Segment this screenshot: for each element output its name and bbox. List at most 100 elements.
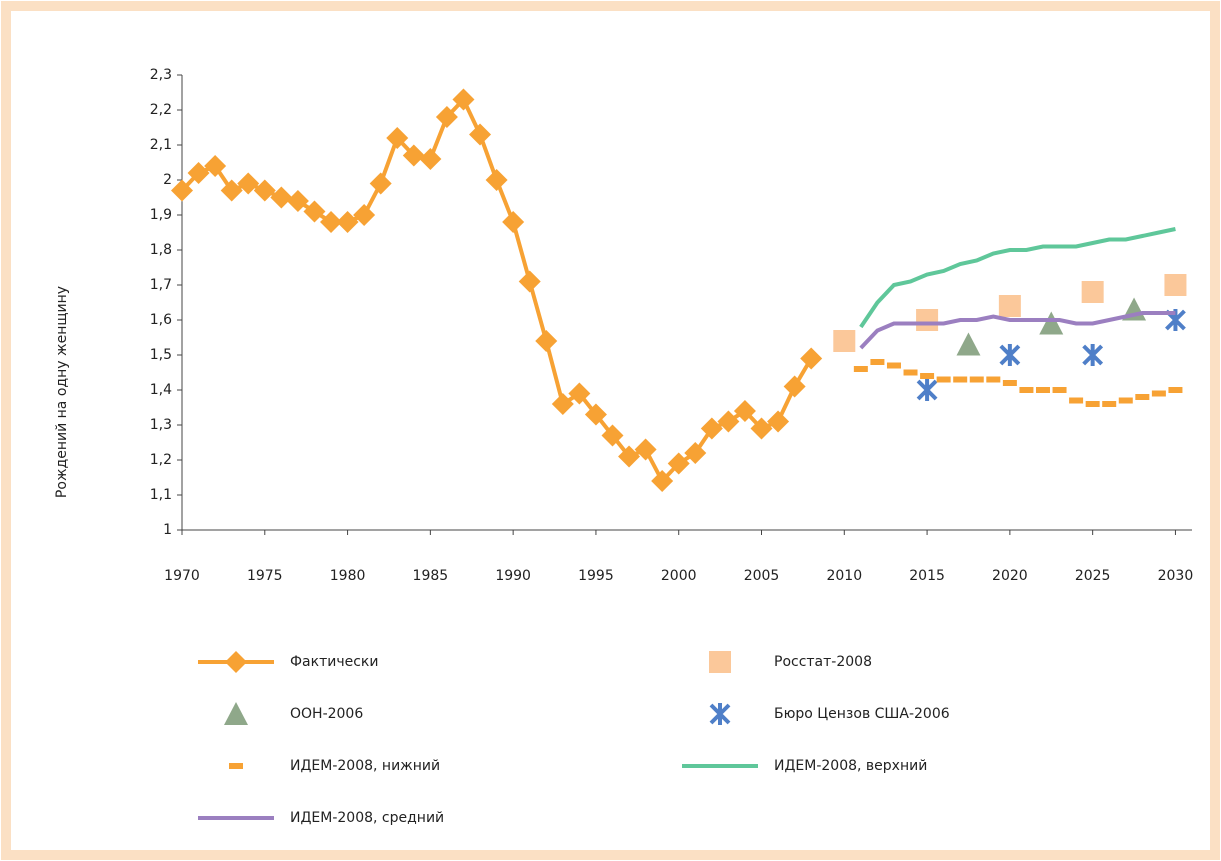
- x-tick-label: 1990: [495, 568, 531, 584]
- y-tick-label: 2,2: [150, 102, 172, 118]
- y-tick-label: 1,1: [150, 487, 172, 503]
- legend-label: ИДЕМ-2008, верхний: [774, 758, 927, 774]
- diamond-marker: [634, 438, 657, 461]
- dash-marker: [886, 362, 901, 369]
- diamond-marker: [220, 179, 243, 202]
- diamond-marker: [402, 144, 425, 167]
- diamond-marker: [253, 179, 276, 202]
- diamond-marker: [270, 186, 293, 209]
- dash-marker: [1019, 387, 1034, 393]
- diamond-marker: [601, 424, 624, 447]
- diamond-marker: [320, 211, 343, 233]
- diamond-marker: [584, 403, 607, 426]
- x-tick-label: 2025: [1075, 568, 1111, 584]
- legend-label: Фактически: [290, 654, 378, 670]
- diamond-marker: [435, 106, 458, 128]
- diamond-marker: [535, 330, 558, 352]
- dash-marker: [1168, 387, 1183, 393]
- star-marker: [1082, 344, 1104, 366]
- diamond-marker: [667, 452, 690, 475]
- y-tick-label: 1,8: [150, 242, 172, 258]
- star-marker: [709, 703, 731, 725]
- diamond-marker: [187, 162, 210, 184]
- diamond-marker: [651, 470, 674, 492]
- diamond-marker: [386, 127, 409, 149]
- y-tick-label: 1,6: [150, 312, 172, 328]
- dash-marker: [1085, 401, 1100, 407]
- y-tick-label: 1,2: [150, 452, 172, 468]
- diamond-marker: [684, 442, 707, 464]
- diamond-marker: [303, 200, 326, 223]
- x-tick-label: 1970: [164, 568, 200, 584]
- diamond-marker: [518, 270, 541, 293]
- dash-marker: [1035, 387, 1050, 393]
- y-tick-label: 2: [163, 172, 172, 188]
- dash-marker: [936, 376, 951, 383]
- x-tick-label: 2015: [909, 568, 945, 584]
- series-line: [859, 311, 1176, 350]
- diamond-marker: [767, 410, 790, 433]
- dash-marker: [1135, 394, 1150, 400]
- star-marker: [916, 379, 938, 401]
- diamond-marker: [733, 400, 756, 422]
- diamond-marker: [369, 172, 392, 195]
- legend-label: Бюро Цензов США-2006: [774, 706, 950, 722]
- diamond-marker: [783, 375, 806, 398]
- x-tick-label: 1975: [247, 568, 283, 584]
- legend-label: ИДЕМ-2008, средний: [290, 810, 444, 826]
- diamond-marker: [700, 417, 723, 440]
- diamond-marker: [353, 204, 376, 226]
- diamond-marker: [204, 155, 227, 177]
- diamond-marker: [171, 179, 193, 202]
- x-tick-label: 1995: [578, 568, 614, 584]
- dash-marker: [969, 376, 984, 383]
- y-axis-label: Рождений на одну женщину: [54, 286, 70, 498]
- x-tick-label: 2030: [1158, 568, 1194, 584]
- y-tick-label: 1,7: [150, 277, 172, 293]
- y-tick-label: 1,5: [150, 347, 172, 363]
- dash-marker: [229, 763, 243, 769]
- x-tick-label: 2020: [992, 568, 1028, 584]
- y-tick-label: 1,9: [150, 207, 172, 223]
- star-marker: [999, 344, 1021, 366]
- dash-marker: [1102, 401, 1117, 407]
- square-marker: [709, 651, 731, 673]
- dash-marker: [1052, 387, 1067, 393]
- dash-marker: [920, 373, 935, 379]
- dash-marker: [1069, 397, 1084, 404]
- square-marker: [833, 330, 856, 352]
- square-marker: [998, 295, 1021, 317]
- x-tick-label: 2010: [826, 568, 862, 584]
- dash-marker: [903, 369, 918, 376]
- diamond-marker: [750, 417, 773, 440]
- triangle-marker: [1039, 311, 1064, 335]
- series-line: [859, 227, 1176, 329]
- x-tick-label: 2000: [661, 568, 697, 584]
- dash-marker: [953, 376, 968, 383]
- legend-label: ООН-2006: [290, 706, 363, 722]
- diamond-marker: [618, 445, 641, 468]
- dash-marker: [853, 366, 868, 372]
- legend-label: ИДЕМ-2008, нижний: [290, 758, 440, 774]
- diamond-marker: [800, 347, 823, 370]
- square-marker: [916, 309, 939, 331]
- square-marker: [1164, 274, 1187, 296]
- diamond-marker: [419, 148, 442, 170]
- diamond-marker: [485, 169, 508, 191]
- diamond-marker: [502, 211, 525, 233]
- x-tick-label: 1985: [413, 568, 449, 584]
- y-tick-label: 2,3: [150, 67, 172, 83]
- dash-marker: [1118, 397, 1133, 404]
- diamond-marker: [237, 172, 260, 195]
- dash-marker: [870, 359, 885, 365]
- x-tick-label: 2005: [744, 568, 780, 584]
- diamond-marker: [717, 410, 740, 433]
- y-tick-label: 1,3: [150, 417, 172, 433]
- x-tick-label: 1980: [330, 568, 366, 584]
- diamond-marker: [225, 651, 247, 673]
- diamond-marker: [452, 88, 475, 111]
- diamond-marker: [336, 211, 359, 233]
- diamond-marker: [551, 393, 574, 415]
- dash-marker: [1002, 380, 1017, 386]
